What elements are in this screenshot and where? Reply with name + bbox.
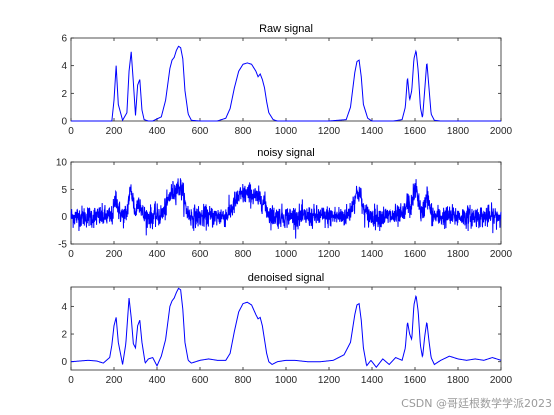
x-tick-label: 1800 <box>447 249 470 260</box>
x-tick-label: 1400 <box>361 375 384 386</box>
x-tick-label: 1000 <box>275 126 298 137</box>
x-tick-label: 2000 <box>490 126 513 137</box>
noisy-signal-line <box>70 178 502 239</box>
x-tick-label: 800 <box>235 126 252 137</box>
x-tick-label: 1600 <box>404 126 427 137</box>
x-tick-label: 1800 <box>447 375 470 386</box>
x-tick-label: 1400 <box>361 249 384 260</box>
watermark: CSDN @哥廷根数学学派2023 <box>401 397 552 410</box>
x-tick-label: 600 <box>192 375 209 386</box>
x-tick-label: 200 <box>106 126 123 137</box>
raw-signal-panel: Raw signal 0 200 400 600 800 1000 1200 1400 1600… <box>61 23 512 137</box>
x-tick-label: 800 <box>235 375 252 386</box>
x-tick-label: 400 <box>149 375 166 386</box>
denoised-signal-line <box>70 287 502 369</box>
x-tick-label: 1200 <box>318 375 341 386</box>
x-tick-label: 1400 <box>361 126 384 137</box>
y-tick-label: 2 <box>61 89 67 100</box>
y-tick-label: 4 <box>61 302 67 313</box>
y-tick-label: 6 <box>61 34 67 45</box>
x-tick-label: 200 <box>106 375 123 386</box>
x-tick-label: 0 <box>68 126 74 137</box>
x-tick-label: 800 <box>235 249 252 260</box>
raw-signal-line <box>71 45 501 122</box>
noisy-signal-panel: noisy signal 0 200 400 600 800 1000 1200 1400 16… <box>56 147 513 260</box>
y-tick-label: 2 <box>61 330 67 341</box>
x-tick-label: 1000 <box>275 375 298 386</box>
y-tick-label: 0 <box>61 212 67 223</box>
x-tick-label: 1600 <box>404 375 427 386</box>
x-tick-label: 1200 <box>318 249 341 260</box>
x-tick-label: 400 <box>149 126 166 137</box>
x-tick-label: 1600 <box>404 249 427 260</box>
x-tick-label: 2000 <box>490 375 513 386</box>
x-tick-label: 600 <box>192 249 209 260</box>
x-tick-label: 2000 <box>490 249 513 260</box>
x-tick-label: 1800 <box>447 126 470 137</box>
x-tick-label: 0 <box>68 375 74 386</box>
raw-signal-title: Raw signal <box>259 23 313 35</box>
denoised-signal-panel: denoised signal 0 200 400 600 800 1000 1200 140… <box>61 272 512 386</box>
y-tick-label: -5 <box>58 240 67 251</box>
y-tick-label: 0 <box>61 117 67 128</box>
denoised-signal-title: denoised signal <box>248 272 324 284</box>
denoised-signal-ticks: 0 200 400 600 800 1000 1200 1400 1600 1800 2000 0 2 4 <box>61 287 513 386</box>
x-tick-label: 0 <box>68 249 74 260</box>
noisy-signal-title: noisy signal <box>257 147 314 159</box>
x-tick-label: 1000 <box>275 249 298 260</box>
y-tick-label: 4 <box>61 61 67 72</box>
y-tick-label: 5 <box>61 185 67 196</box>
raw-signal-ticks: 0 200 400 600 800 1000 1200 1400 1600 1800 2000 0 2 4… <box>61 34 512 138</box>
x-tick-label: 1200 <box>318 126 341 137</box>
x-tick-label: 200 <box>106 249 123 260</box>
y-tick-label: 10 <box>56 158 68 169</box>
x-tick-label: 400 <box>149 249 166 260</box>
noisy-signal-ticks: 0 200 400 600 800 1000 1200 1400 1600 1800 2000-50… <box>56 158 513 261</box>
y-tick-label: 0 <box>61 357 67 368</box>
x-tick-label: 600 <box>192 126 209 137</box>
